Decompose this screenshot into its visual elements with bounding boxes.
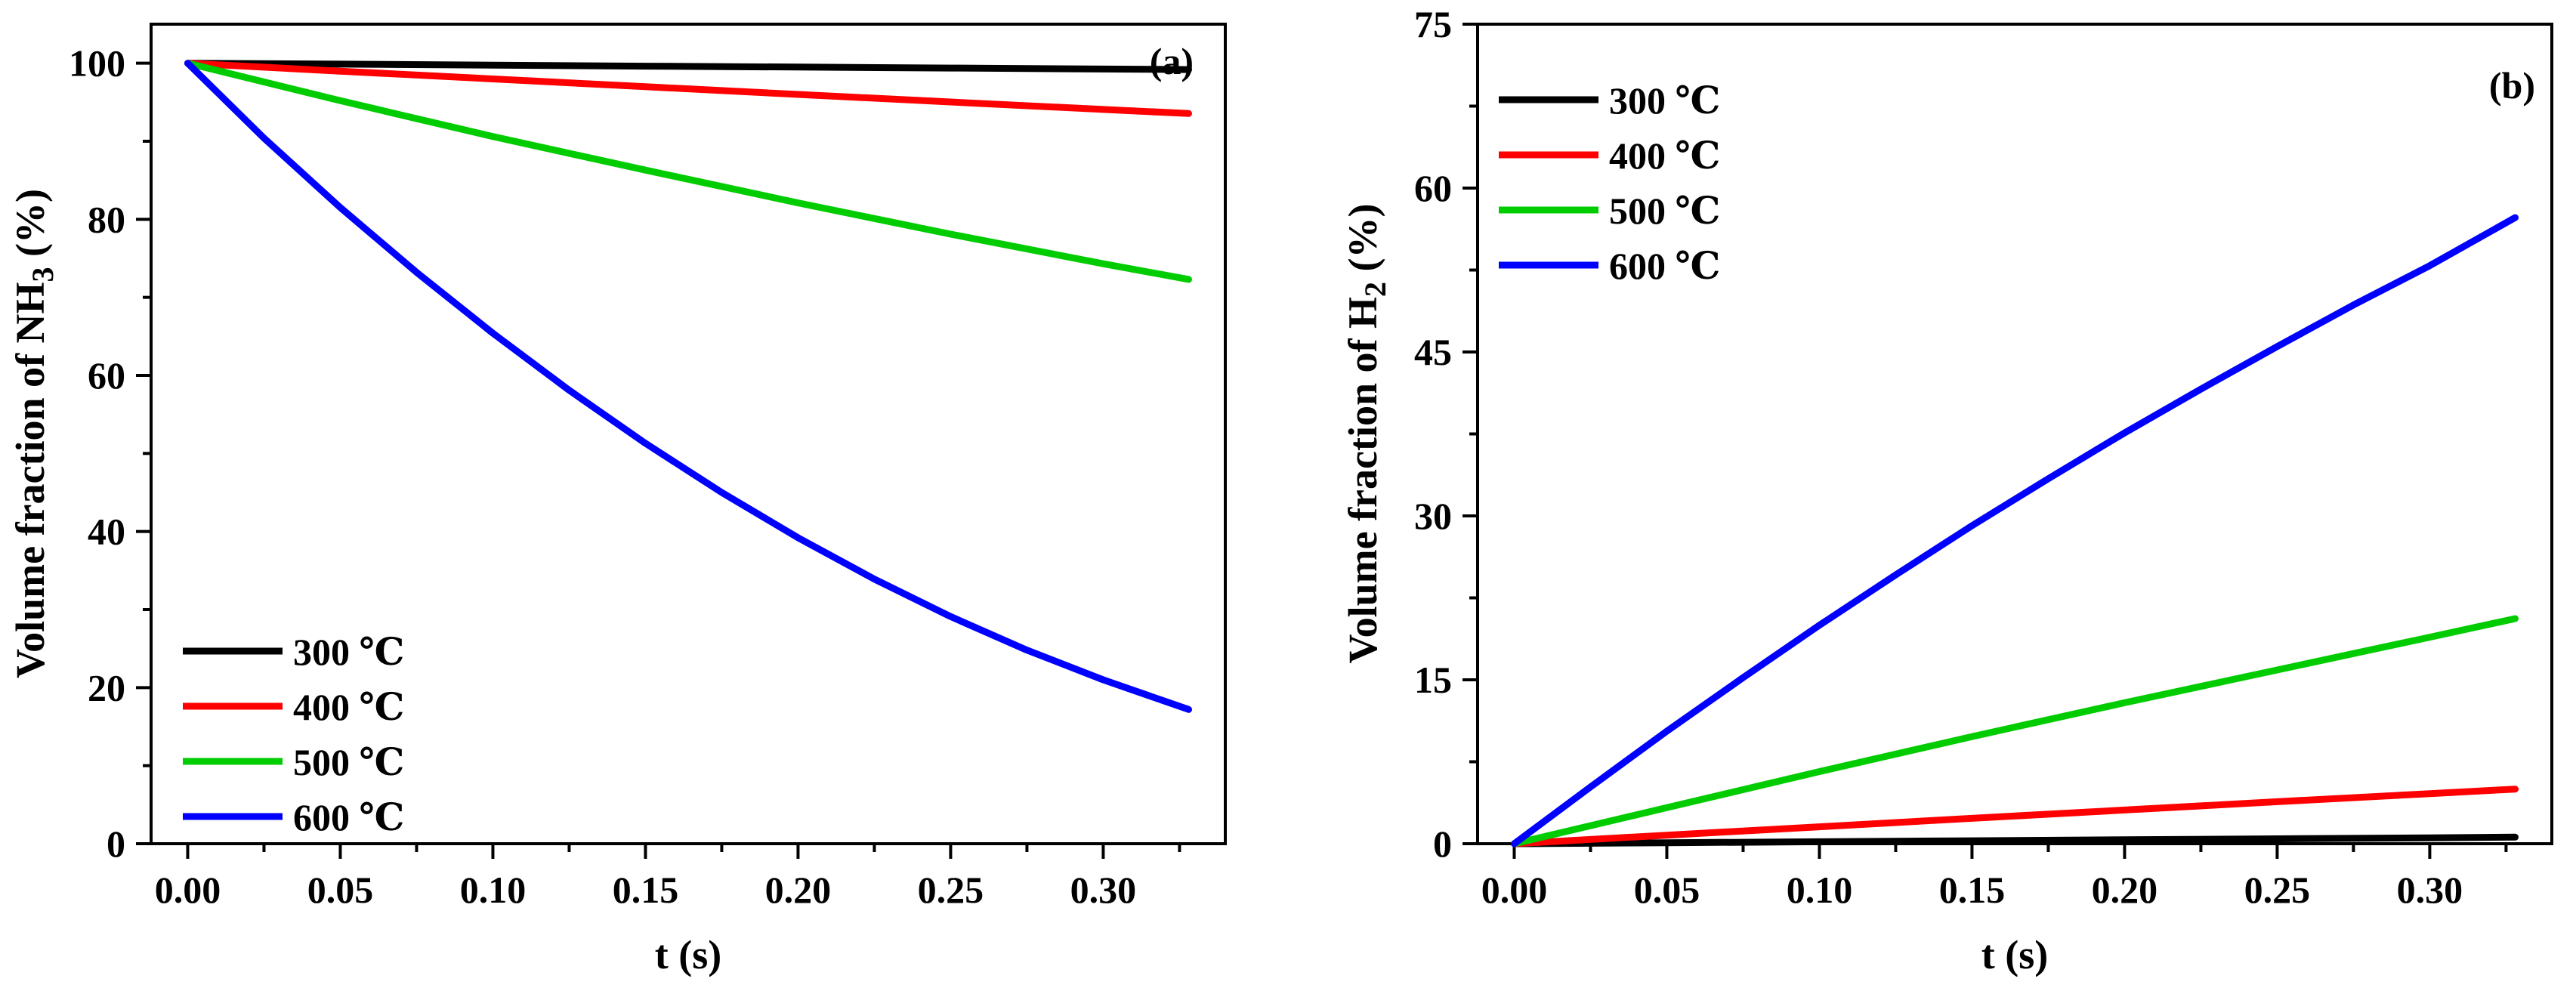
x-tick-labels-a: 0.00 0.05 0.10 0.15 0.20 0.25 0.30	[155, 869, 1136, 911]
y-tick-label: 0	[107, 823, 125, 865]
panel-label-a: (a)	[1150, 40, 1194, 82]
x-ticks-b	[1512, 844, 2508, 859]
y-tick-label: 60	[88, 354, 125, 397]
x-tick-label: 0.15	[1939, 869, 2006, 911]
y-tick-labels-b: 0 15 30 45 60 75	[1414, 3, 1452, 865]
series-line-a-300	[184, 60, 1192, 73]
y-tick-label: 100	[69, 42, 125, 85]
series-line-b-500	[1511, 615, 2519, 847]
x-tick-label: 0.05	[307, 869, 374, 911]
y-axis-title-a: Volume fraction of NH3 (%)	[8, 189, 60, 678]
legend-label-b-400: 400 ℃	[1609, 134, 1720, 177]
panel-label-b: (b)	[2489, 64, 2535, 107]
x-tick-label: 0.20	[765, 869, 832, 911]
series-lines-a	[184, 60, 1192, 713]
x-tick-labels-b: 0.00 0.05 0.10 0.15 0.20 0.25 0.30	[1481, 869, 2463, 911]
series-line-b-400	[1511, 786, 2519, 847]
legend-label-a-500: 500 ℃	[293, 741, 404, 783]
series-line-b-300	[1511, 833, 2519, 847]
legend-a: 300 ℃ 400 ℃ 500 ℃ 600 ℃	[183, 631, 404, 838]
y-tick-label: 45	[1414, 331, 1452, 373]
x-axis-title-b: t (s)	[1981, 932, 2048, 977]
legend-label-a-300: 300 ℃	[293, 631, 404, 673]
x-tick-label: 0.30	[1070, 869, 1137, 911]
y-axis-title-sub-a: 3	[26, 267, 60, 282]
x-tick-label: 0.30	[2397, 869, 2463, 911]
legend-b: 300 ℃ 400 ℃ 500 ℃ 600 ℃	[1499, 79, 1720, 287]
y-tick-label: 75	[1414, 3, 1452, 45]
x-tick-label: 0.10	[1787, 869, 1853, 911]
y-axis-title-tail-a: (%)	[8, 189, 53, 267]
x-tick-label: 0.15	[613, 869, 679, 911]
y-axis-title-main-a: Volume fraction of NH	[8, 282, 53, 678]
legend-label-a-600: 600 ℃	[293, 796, 404, 838]
y-axis-title-sub-b: 2	[1358, 282, 1392, 297]
y-axis-title-tail-b: (%)	[1340, 204, 1385, 282]
series-line-b-600	[1511, 214, 2519, 847]
series-line-a-400	[184, 60, 1192, 117]
y-tick-label: 30	[1414, 495, 1452, 537]
y-axis-title-main-b: Volume fraction of H	[1340, 297, 1385, 663]
legend-label-b-300: 300 ℃	[1609, 79, 1720, 122]
series-line-a-500	[184, 60, 1192, 283]
y-axis-title-b: Volume fraction of H2 (%)	[1340, 204, 1392, 664]
x-tick-label: 0.00	[1481, 869, 1548, 911]
y-tick-label: 80	[88, 198, 125, 240]
x-tick-label: 0.10	[460, 869, 527, 911]
y-tick-label: 60	[1414, 167, 1452, 209]
series-lines-b	[1511, 214, 2519, 847]
y-ticks-a	[136, 61, 151, 845]
legend-label-a-400: 400 ℃	[293, 686, 404, 728]
x-tick-label: 0.05	[1634, 869, 1700, 911]
x-ticks-a	[186, 844, 1181, 859]
x-axis-title-a: t (s)	[655, 932, 721, 977]
series-line-a-600	[184, 60, 1192, 713]
chart-panel-a: 0.00 0.05 0.10 0.15 0.20 0.25 0.30 0 20 40 60 80 10…	[8, 23, 1227, 977]
x-tick-label: 0.25	[918, 869, 984, 911]
x-tick-label: 0.00	[155, 869, 221, 911]
x-tick-label: 0.20	[2092, 869, 2158, 911]
x-tick-label: 0.25	[2244, 869, 2311, 911]
y-tick-label: 15	[1414, 659, 1452, 701]
y-tick-label: 0	[1433, 823, 1452, 865]
y-ticks-b	[1463, 23, 1478, 845]
y-tick-labels-a: 0 20 40 60 80 100	[69, 42, 125, 865]
plot-frame-a	[150, 23, 1227, 845]
chart-panel-b: 0.00 0.05 0.10 0.15 0.20 0.25 0.30 0 15 30 45 60 75…	[1340, 3, 2553, 977]
legend-label-b-500: 500 ℃	[1609, 190, 1720, 232]
legend-label-b-600: 600 ℃	[1609, 245, 1720, 287]
y-tick-label: 40	[88, 511, 125, 553]
y-tick-label: 20	[88, 666, 125, 709]
